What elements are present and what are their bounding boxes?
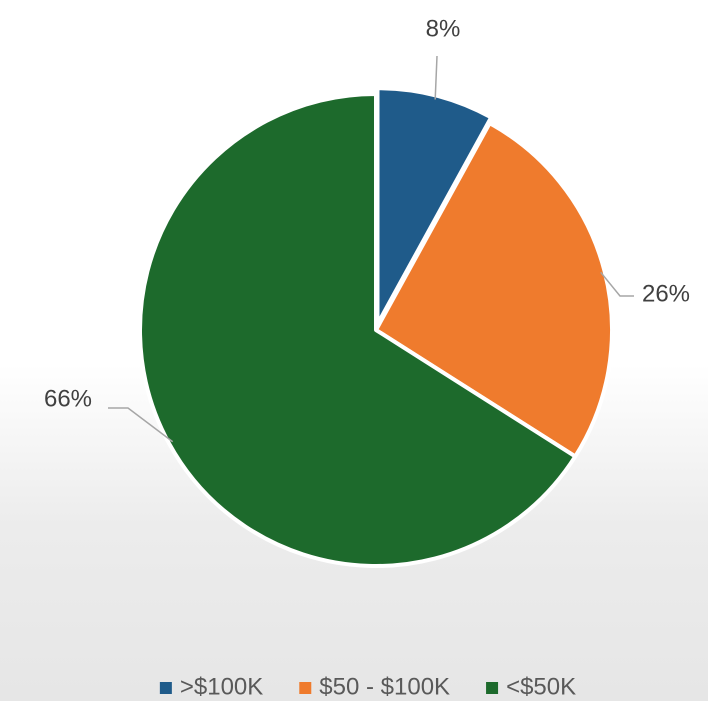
pie-slice — [138, 92, 578, 568]
legend-label: <$50K — [506, 673, 576, 700]
legend-swatch — [299, 682, 312, 694]
pie-slice — [375, 86, 494, 327]
pie-slice — [374, 121, 614, 459]
data-label: 66% — [44, 385, 92, 412]
data-label: 26% — [642, 280, 690, 307]
data-label: 8% — [426, 15, 461, 42]
legend-swatch — [159, 682, 172, 694]
leader-line — [434, 55, 438, 100]
leader-line — [108, 407, 174, 443]
legend-label: >$100K — [180, 673, 263, 700]
legend-swatch — [486, 682, 499, 694]
leader-line — [600, 271, 634, 297]
legend-label: $50 - $100K — [319, 673, 450, 700]
